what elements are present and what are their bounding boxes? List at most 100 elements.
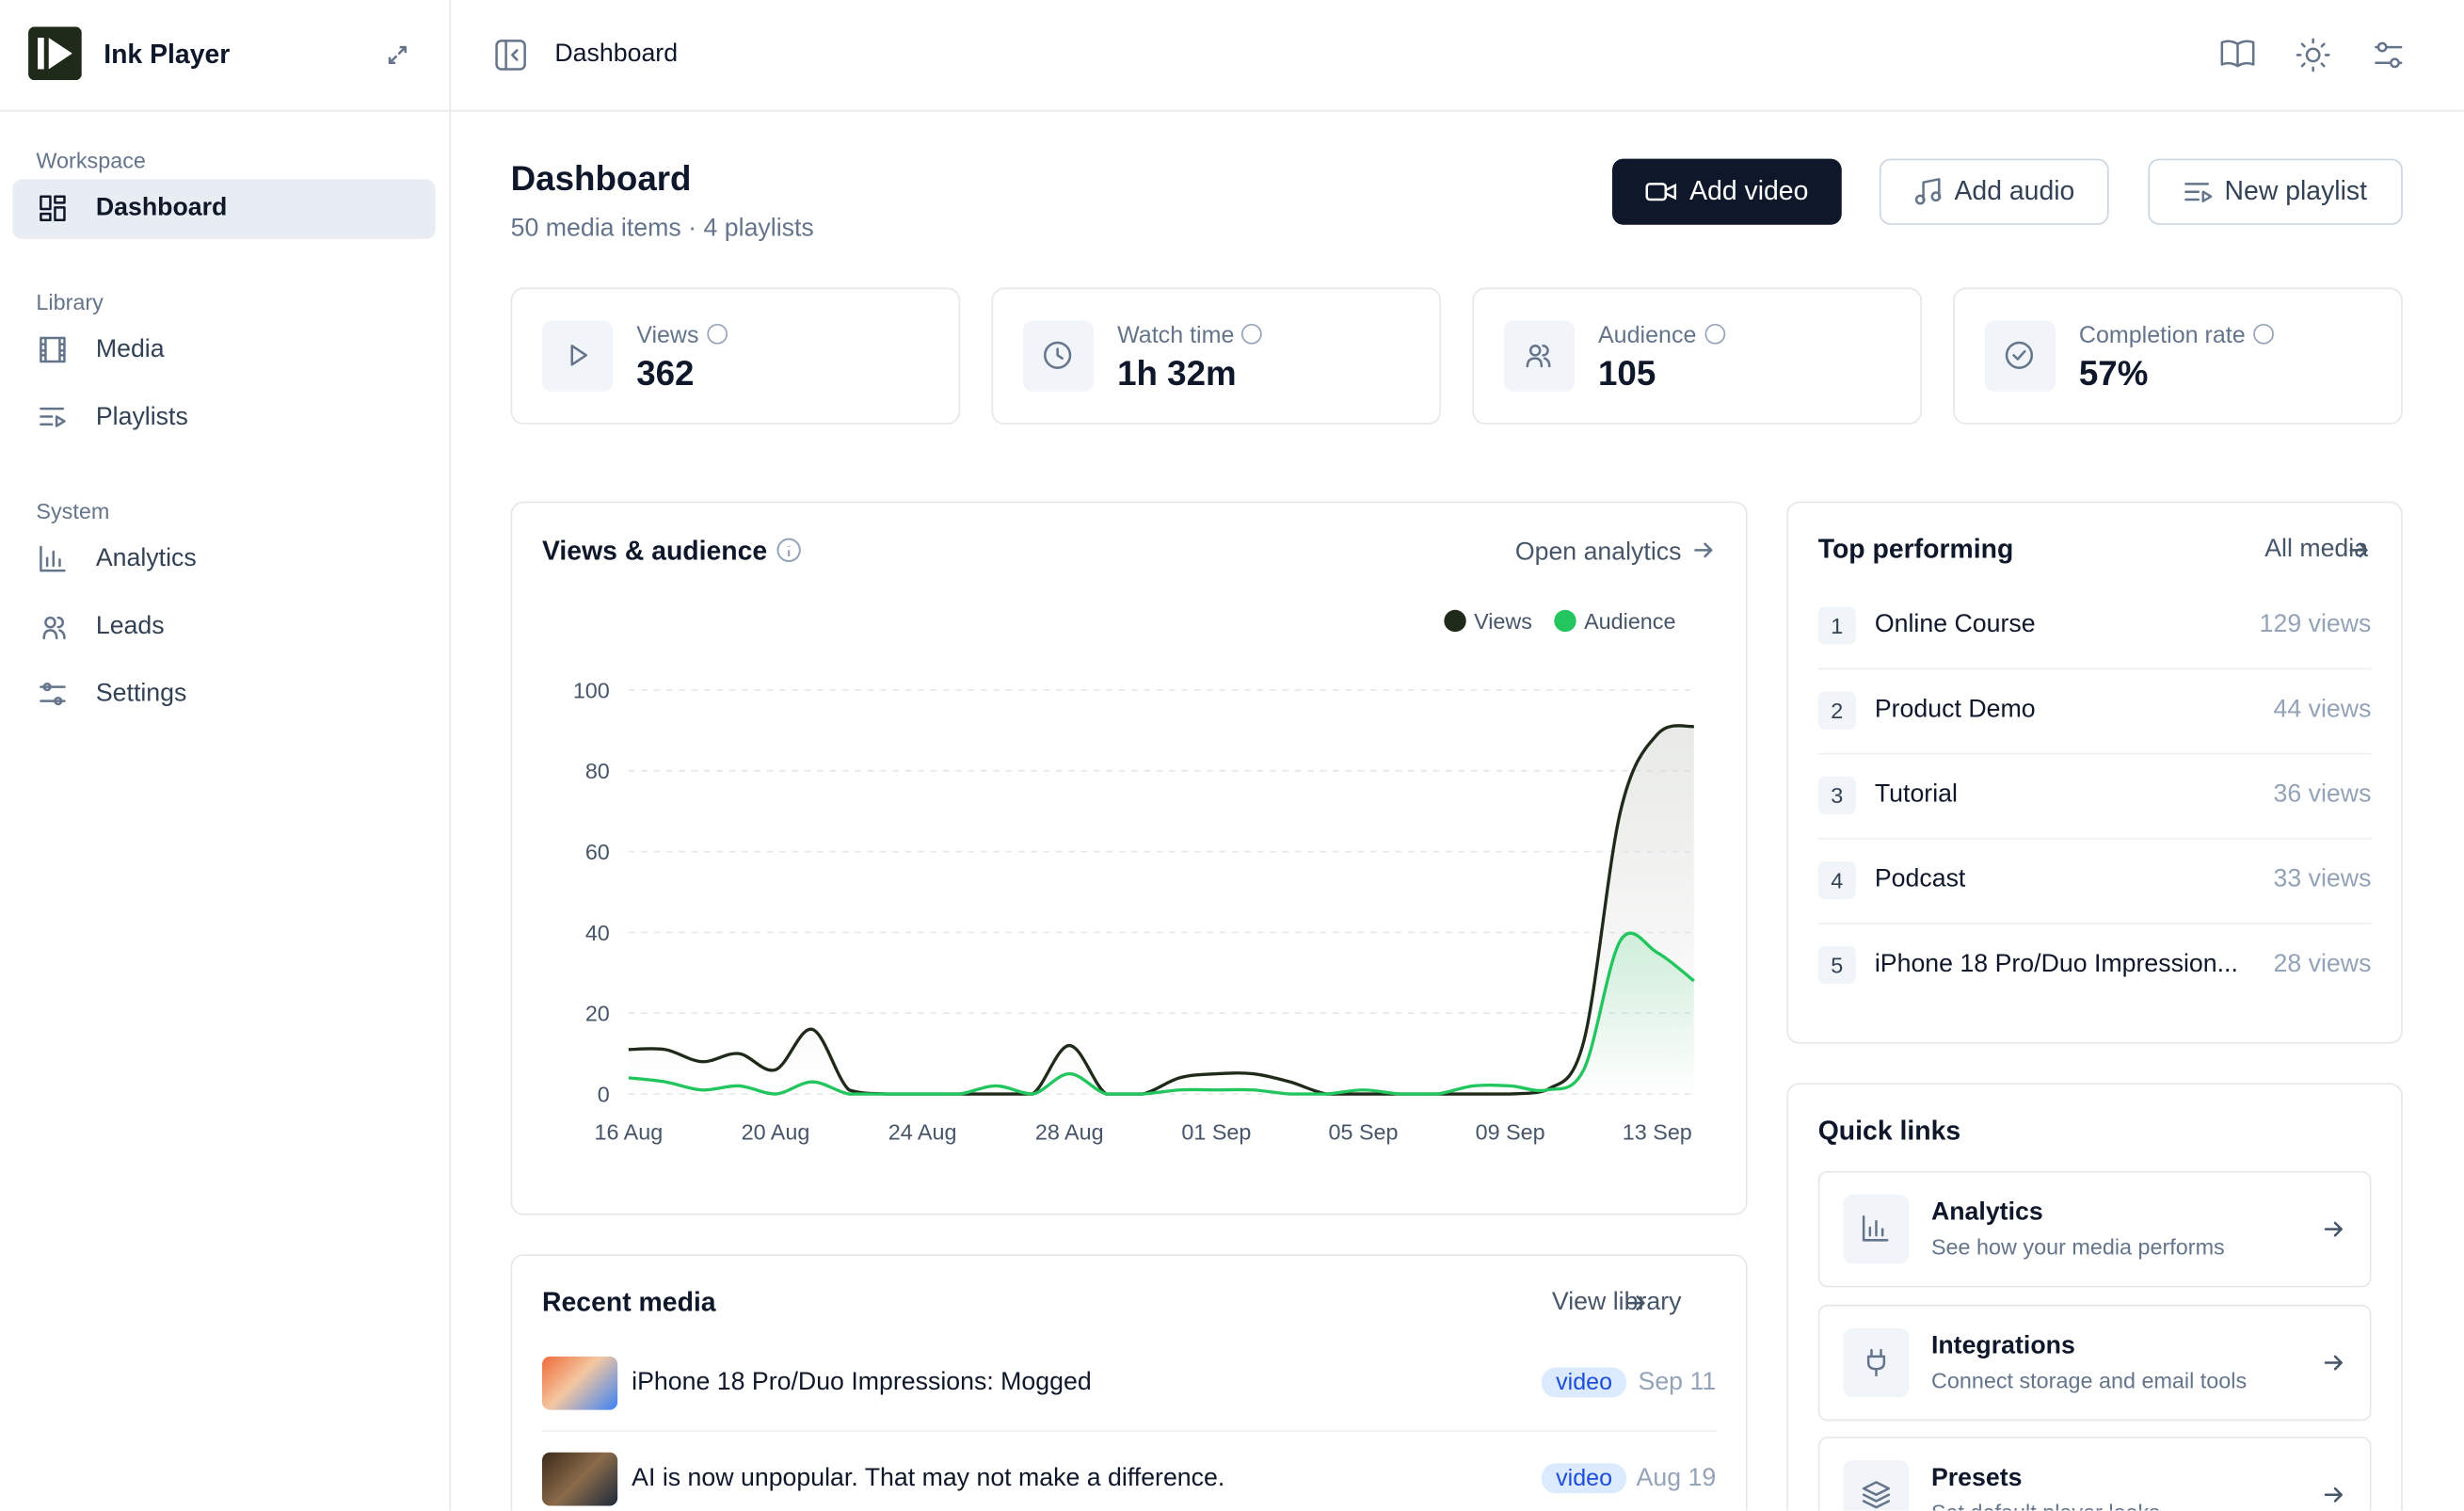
info-icon xyxy=(706,323,728,345)
page-subtitle: 50 media items · 4 playlists xyxy=(510,215,814,243)
stat-icon xyxy=(570,345,588,366)
media-date: Aug 19 xyxy=(1636,1465,1717,1492)
brand: Ink Player xyxy=(104,39,231,70)
y-tick-label: 100 xyxy=(573,678,610,702)
add-video-button[interactable]: Add video xyxy=(1612,158,1842,225)
stat-value: 57% xyxy=(2078,353,2149,394)
stat-label: Audience xyxy=(1598,322,1725,349)
item-name[interactable]: Podcast xyxy=(1874,865,1966,893)
series-line xyxy=(628,931,1695,1096)
stat-card xyxy=(1472,287,1922,425)
stat-value: 1h 32m xyxy=(1117,353,1237,394)
stat-icon xyxy=(1526,345,1551,368)
quick-desc: See how your media performs xyxy=(1930,1233,2225,1260)
new-playlist-button[interactable]: New playlist xyxy=(2148,158,2403,225)
info-icon xyxy=(776,538,801,563)
divider xyxy=(1817,667,2372,670)
nav-section-label: Workspace xyxy=(36,147,146,173)
rank-badge: 2 xyxy=(1817,691,1856,730)
thumbnail xyxy=(542,1452,618,1506)
quick-title: Analytics xyxy=(1930,1198,2043,1227)
legend-label: Views xyxy=(1474,609,1532,634)
divider xyxy=(1817,837,2372,840)
item-name[interactable]: Tutorial xyxy=(1874,780,1958,809)
info-icon xyxy=(1241,323,1263,345)
info-icon xyxy=(2253,323,2274,345)
card-link[interactable]: View library xyxy=(1551,1289,1682,1316)
x-tick-label: 16 Aug xyxy=(594,1119,663,1144)
add-audio-button[interactable]: Add audio xyxy=(1879,158,2109,225)
quick-icon-bg xyxy=(1843,1326,1910,1397)
arrow-icon xyxy=(2324,1354,2343,1370)
item-name[interactable]: Online Course xyxy=(1874,611,2036,638)
chart: Views & audience Open analytics 0 20 40 60 8… xyxy=(542,536,1713,1144)
nav-item[interactable]: Playlists xyxy=(95,404,188,431)
stat-value: 105 xyxy=(1597,353,1656,394)
quick-icon xyxy=(1862,1481,1891,1509)
media-date: Sep 11 xyxy=(1638,1369,1717,1396)
y-tick-label: 0 xyxy=(598,1082,610,1106)
card-title: Top performing xyxy=(1817,534,2014,565)
button-label: Add video xyxy=(1689,175,1809,206)
quick-link[interactable] xyxy=(1817,1437,2372,1511)
item-views: 28 views xyxy=(2273,951,2372,978)
quick-title: Integrations xyxy=(1930,1331,2075,1359)
x-tick-label: 05 Sep xyxy=(1328,1119,1398,1144)
nav-item[interactable]: Settings xyxy=(95,680,187,708)
rank-badge: 5 xyxy=(1817,946,1856,985)
recent-media-card xyxy=(510,1254,1748,1511)
collapse-icon[interactable] xyxy=(385,42,410,68)
quick-link[interactable] xyxy=(1817,1170,2372,1288)
item-name[interactable]: Product Demo xyxy=(1874,696,2036,724)
stat-card xyxy=(510,287,961,425)
x-tick-label: 13 Sep xyxy=(1623,1119,1692,1144)
quick-icon xyxy=(1862,1215,1889,1242)
quick-link[interactable] xyxy=(1817,1303,2372,1421)
nav-icon xyxy=(40,407,66,427)
page-title: Dashboard xyxy=(510,158,692,199)
nav-icon xyxy=(40,336,66,363)
logo xyxy=(28,26,82,81)
legend-label: Audience xyxy=(1584,609,1675,634)
nav-section-label: Library xyxy=(36,289,104,314)
chart-link[interactable]: Open analytics xyxy=(1515,537,1682,565)
series-line xyxy=(628,724,1695,1096)
item-name[interactable]: iPhone 18 Pro/Duo Impression... xyxy=(1874,951,2238,978)
nav-item[interactable]: Leads xyxy=(95,613,165,640)
arrow-icon xyxy=(1626,1295,1645,1311)
media-title[interactable]: AI is now unpopular. That may not make a… xyxy=(632,1465,1225,1492)
stat-label: Views xyxy=(636,322,728,349)
stat-card xyxy=(991,287,1442,425)
x-tick-label: 09 Sep xyxy=(1476,1119,1545,1144)
video-icon xyxy=(1645,183,1677,201)
toggle-sidebar[interactable] xyxy=(493,38,528,72)
card-title: Recent media xyxy=(542,1287,716,1318)
button-label: New playlist xyxy=(2224,175,2367,206)
stat-icon xyxy=(1044,341,1072,369)
nav-item[interactable]: Media xyxy=(95,336,165,363)
arrow-icon xyxy=(2324,1221,2343,1237)
topbar-icons[interactable] xyxy=(2218,35,2407,75)
thumbnail xyxy=(542,1356,618,1410)
stat-label: Watch time xyxy=(1117,322,1263,349)
nav-active-bg[interactable] xyxy=(12,179,436,239)
rank-badge: 1 xyxy=(1817,606,1856,645)
stat-icon xyxy=(2005,341,2034,369)
media-title[interactable]: iPhone 18 Pro/Duo Impressions: Mogged xyxy=(632,1369,1092,1396)
legend-swatch xyxy=(1554,609,1576,633)
x-tick-label: 20 Aug xyxy=(742,1119,810,1144)
type-badge: video xyxy=(1542,1367,1627,1398)
divider xyxy=(542,1430,1717,1433)
nav-item[interactable]: Dashboard xyxy=(95,195,228,222)
x-tick-label: 28 Aug xyxy=(1035,1119,1104,1144)
x-tick-label: 24 Aug xyxy=(888,1119,957,1144)
nav-icon xyxy=(40,683,66,706)
rank-badge: 3 xyxy=(1817,776,1856,814)
top-performing-card xyxy=(1786,501,2403,1044)
nav-item[interactable]: Analytics xyxy=(95,545,197,572)
y-tick-label: 20 xyxy=(585,1002,610,1026)
nav-icon xyxy=(40,195,66,221)
quick-icon xyxy=(1866,1348,1886,1376)
chart-card xyxy=(510,501,1748,1215)
stat-label: Completion rate xyxy=(2079,322,2274,349)
